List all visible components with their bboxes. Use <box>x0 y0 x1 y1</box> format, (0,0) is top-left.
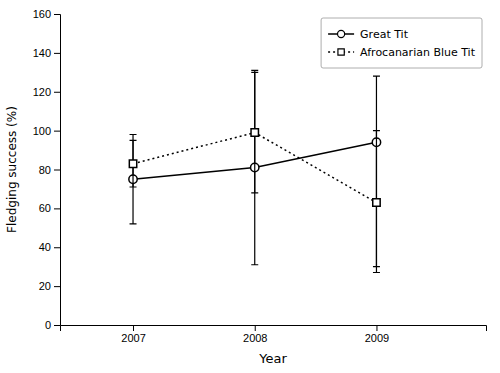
x-axis: 2007 2008 2009 <box>61 325 487 344</box>
x-axis-title: Year <box>258 351 287 366</box>
tick: 80 <box>39 164 60 176</box>
legend-symbol <box>338 30 345 37</box>
tick-label: 120 <box>33 86 51 98</box>
error-bar <box>130 135 137 224</box>
tick: 120 <box>33 86 60 98</box>
axis-line <box>54 15 61 326</box>
tick: 40 <box>39 241 60 253</box>
error-bar <box>373 131 380 273</box>
tick-mark <box>133 325 134 331</box>
legend-item: Great Tit <box>328 28 409 41</box>
tick-mark <box>54 92 60 93</box>
tick-label: 160 <box>33 8 51 20</box>
series <box>129 72 380 272</box>
tick: 60 <box>39 202 60 214</box>
tick-mark <box>54 286 60 287</box>
tick: 2008 <box>243 325 267 344</box>
point <box>251 129 258 136</box>
tick-label: 2008 <box>243 332 267 344</box>
tick-mark <box>54 14 60 15</box>
tick: 0 <box>45 319 60 331</box>
error-bar <box>251 72 258 193</box>
point <box>373 199 380 206</box>
tick-mark <box>54 208 60 209</box>
tick-label: 20 <box>39 280 51 292</box>
tick-label: 2009 <box>365 332 389 344</box>
tick: 20 <box>39 280 60 292</box>
marks <box>129 70 381 272</box>
tick: 100 <box>33 125 60 137</box>
tick: 140 <box>33 47 60 59</box>
error-bar <box>130 140 137 187</box>
plot-area: 2007 2008 2009 0 20 40 60 80 100 120 140 160 Great T… <box>33 8 487 344</box>
series <box>129 70 381 266</box>
tick-label: 0 <box>45 319 51 331</box>
tick-label: 80 <box>39 164 51 176</box>
tick-mark <box>376 325 377 331</box>
tick-mark <box>54 325 60 326</box>
chart-container: 2007 2008 2009 0 20 40 60 80 100 120 140 160 Great T… <box>0 0 500 373</box>
error-bar <box>251 70 258 264</box>
tick-mark <box>54 170 60 171</box>
legend-item: Afrocanarian Blue Tit <box>328 46 476 59</box>
tick-label: 140 <box>33 47 51 59</box>
tick-mark <box>54 131 60 132</box>
chart: 2007 2008 2009 0 20 40 60 80 100 120 140 160 Great T… <box>0 0 500 373</box>
tick-mark <box>54 247 60 248</box>
tick: 2009 <box>365 325 389 344</box>
axis-line <box>61 326 487 332</box>
tick-label: 40 <box>39 241 51 253</box>
legend-symbol <box>338 49 344 55</box>
legend-label: Afrocanarian Blue Tit <box>360 46 476 59</box>
tick-label: 60 <box>39 202 51 214</box>
tick-mark <box>255 325 256 331</box>
series-line <box>133 133 376 203</box>
legend-box <box>321 18 482 68</box>
y-axis: 0 20 40 60 80 100 120 140 160 <box>33 8 61 331</box>
tick-label: 100 <box>33 125 51 137</box>
point <box>129 160 136 167</box>
legend-label: Great Tit <box>360 28 409 41</box>
y-axis-title: Fledging success (%) <box>5 106 19 233</box>
tick: 2007 <box>121 325 145 344</box>
tick: 160 <box>33 8 60 20</box>
legend: Great Tit Afrocanarian Blue Tit <box>321 18 482 68</box>
tick-label: 2007 <box>121 332 145 344</box>
tick-mark <box>54 53 60 54</box>
